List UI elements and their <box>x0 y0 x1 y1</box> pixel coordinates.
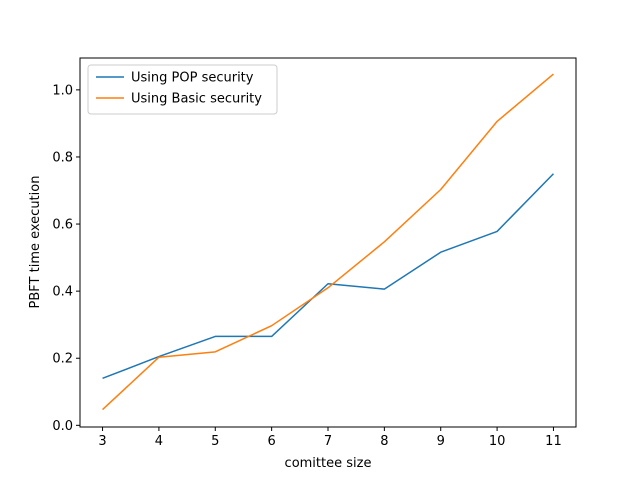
x-axis-label: comittee size <box>285 456 372 471</box>
x-tick-label: 10 <box>489 434 506 449</box>
series-line-2 <box>102 73 554 411</box>
y-tick-label: 0.6 <box>52 218 73 233</box>
x-axis: 3 4 5 6 7 8 9 10 11 <box>98 427 562 449</box>
x-tick-label: 11 <box>545 434 562 449</box>
y-tick-label: 1.0 <box>52 83 73 98</box>
x-tick-label: 7 <box>324 434 332 449</box>
x-tick-label: 5 <box>211 434 219 449</box>
x-tick-label: 3 <box>98 434 106 449</box>
series-lines <box>102 73 554 411</box>
y-tick-label: 0.8 <box>52 150 73 165</box>
y-axis: 0.0 0.2 0.4 0.6 0.8 1.0 <box>52 83 80 434</box>
y-axis-label: PBFT time execution <box>28 176 43 309</box>
x-tick-label: 8 <box>380 434 388 449</box>
plot-frame <box>79 57 577 428</box>
x-tick-label: 4 <box>155 434 163 449</box>
legend-label-2: Using Basic security <box>131 92 262 107</box>
x-tick-label: 9 <box>437 434 445 449</box>
y-tick-label: 0.2 <box>52 352 73 367</box>
legend-box <box>87 64 278 115</box>
y-tick-label: 0.0 <box>52 419 73 434</box>
legend-label-1: Using POP security <box>131 71 254 86</box>
x-tick-label: 6 <box>267 434 275 449</box>
y-tick-label: 0.4 <box>52 285 73 300</box>
series-line-1 <box>102 173 554 380</box>
legend: Using POP security Using Basic security <box>87 64 278 115</box>
